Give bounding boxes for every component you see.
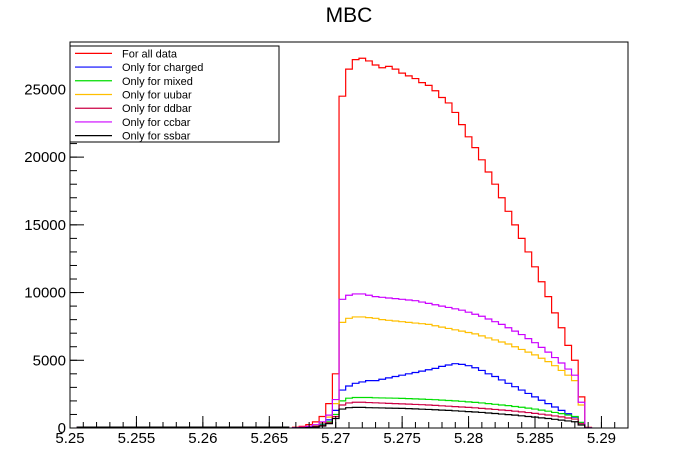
x-tick-label: 5.275 — [383, 430, 421, 447]
y-tick-label: 5000 — [33, 352, 66, 369]
chart-title: MBC — [325, 4, 373, 27]
series-line-1 — [291, 57, 593, 428]
x-tick-label: 5.285 — [516, 430, 554, 447]
y-tick-label: 15000 — [24, 217, 66, 234]
x-tick-label: 5.29 — [587, 430, 616, 447]
legend-label: Only for mixed — [122, 76, 193, 88]
legend-label: For all data — [122, 48, 178, 60]
x-tick-label: 5.27 — [321, 430, 350, 447]
x-tick-label: 5.265 — [251, 430, 289, 447]
y-tick-label: 20000 — [24, 149, 66, 166]
x-tick-label: 5.255 — [118, 430, 156, 447]
series-line-5 — [291, 401, 593, 429]
y-tick-label: 0 — [58, 420, 66, 437]
y-tick-label: 25000 — [24, 81, 66, 98]
axes-layer: 5.25 5.255 5.26 5.265 5.27 5.275 5.28 5.285 5.29… — [24, 41, 629, 447]
series-line-6 — [291, 293, 593, 429]
legend: For all data Only for charged Only for mix… — [69, 45, 280, 143]
series-line-7 — [291, 406, 593, 429]
legend-label: Only for ddbar — [122, 103, 192, 115]
x-tick-label: 5.28 — [454, 430, 483, 447]
x-tick-label: 5.25 — [55, 430, 84, 447]
legend-label: Only for ssbar — [122, 131, 191, 143]
legend-label: Only for uubar — [122, 90, 192, 102]
y-tick-label: 10000 — [24, 285, 66, 302]
x-tick-label: 5.26 — [188, 430, 217, 447]
legend-label: Only for ccbar — [122, 117, 191, 129]
series-layer — [76, 57, 593, 429]
legend-label: Only for charged — [122, 62, 203, 74]
